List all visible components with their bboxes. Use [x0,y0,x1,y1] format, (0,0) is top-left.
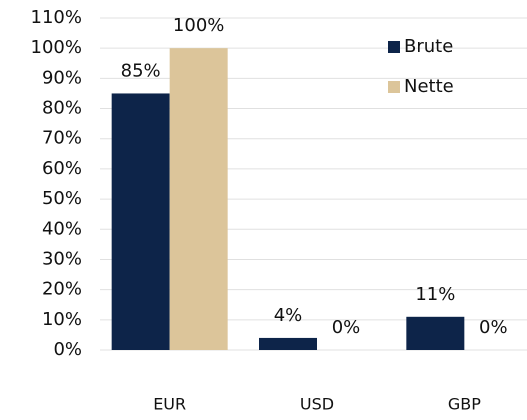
y-tick-label: 110% [31,7,82,28]
bar [111,93,170,351]
data-label: 85% [121,60,161,81]
data-label: 11% [415,284,455,305]
x-tick-label: USD [300,395,334,414]
data-label: 0% [479,317,508,338]
y-tick-label: 60% [42,158,82,179]
legend-swatch [388,81,400,93]
y-tick-label: 40% [42,218,82,239]
data-label: 0% [332,317,361,338]
legend-label: Nette [404,76,454,97]
bar [406,316,465,350]
legend-label: Brute [404,36,453,57]
y-tick-label: 30% [42,248,82,269]
data-label: 100% [173,15,224,36]
x-tick-label: GBP [448,395,481,414]
y-tick-label: 10% [42,309,82,330]
y-tick-label: 20% [42,279,82,300]
y-tick-label: 100% [31,37,82,58]
bar [169,48,228,350]
legend-swatch [388,41,400,53]
data-label: 4% [274,305,303,326]
x-tick-label: EUR [153,395,186,414]
bar [259,337,317,350]
y-tick-label: 50% [42,188,82,209]
y-tick-label: 70% [42,128,82,149]
y-tick-label: 0% [53,339,82,360]
y-tick-label: 90% [42,67,82,88]
y-tick-label: 80% [42,98,82,119]
